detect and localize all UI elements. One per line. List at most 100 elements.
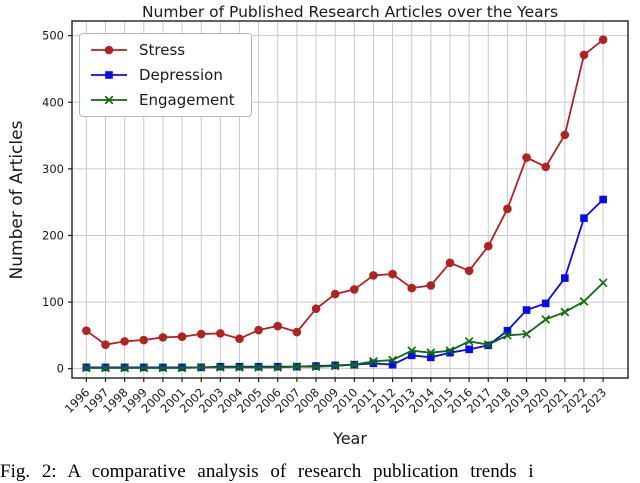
data-point-marker [560, 307, 570, 317]
legend-item-stress[interactable]: Stress [89, 41, 235, 59]
svg-text:0: 0 [57, 362, 64, 376]
series-line [86, 198, 604, 369]
data-point-marker [522, 153, 531, 162]
data-point-marker [599, 195, 607, 204]
data-point-marker [311, 362, 321, 372]
svg-text:500: 500 [42, 29, 64, 43]
data-point-marker [369, 271, 378, 280]
x-axis-label: Year [333, 429, 367, 448]
data-point-marker [215, 362, 225, 372]
data-point-marker [407, 346, 417, 356]
data-point-marker [427, 353, 435, 362]
data-point-marker [483, 340, 493, 350]
data-point-marker [350, 285, 359, 294]
data-point-marker [196, 362, 206, 372]
data-point-marker [522, 306, 531, 314]
data-point-marker [541, 314, 551, 324]
data-point-marker [158, 363, 168, 373]
data-point-marker [388, 269, 397, 279]
data-point-marker [139, 363, 149, 373]
data-point-marker [560, 130, 570, 140]
data-point-marker [82, 326, 91, 336]
data-point-marker [541, 299, 550, 308]
grid-lines [72, 21, 628, 378]
data-point-marker [330, 361, 340, 371]
data-point-marker [388, 360, 397, 369]
legend-label: Stress [139, 41, 186, 59]
axes-frame [71, 20, 629, 379]
svg-text:200: 200 [42, 228, 64, 242]
legend-circle-marker-icon [91, 45, 127, 55]
svg-text:400: 400 [42, 95, 64, 109]
data-point-marker [483, 241, 493, 251]
data-point-marker [177, 363, 187, 373]
series-line [85, 38, 604, 346]
y-tick-labels: 0 100 200 300 400 500 [42, 29, 64, 376]
series-stress [82, 35, 608, 349]
axis-ticks [68, 35, 604, 382]
data-point-marker [598, 278, 608, 288]
data-point-marker [292, 362, 302, 372]
data-point-marker [81, 363, 91, 373]
data-point-marker [522, 329, 531, 339]
series-engagement [81, 278, 608, 373]
data-point-marker [580, 214, 588, 222]
data-point-marker [101, 363, 110, 373]
legend-x-marker-icon [91, 95, 127, 105]
data-point-marker [446, 348, 454, 357]
data-point-marker [273, 321, 283, 331]
series-line [86, 282, 604, 369]
data-point-marker [426, 348, 436, 358]
data-point-marker [235, 334, 244, 344]
data-point-marker [445, 346, 455, 356]
data-point-marker [101, 340, 110, 349]
data-point-marker [196, 329, 206, 339]
data-point-marker [561, 274, 569, 282]
data-point-marker [541, 162, 551, 172]
data-point-marker [139, 335, 149, 345]
data-point-marker [369, 359, 378, 368]
svg-text:100: 100 [42, 295, 64, 309]
data-point-marker [464, 336, 474, 346]
data-point-marker [503, 204, 512, 214]
data-point-marker [254, 325, 263, 335]
data-point-marker [445, 258, 455, 268]
series-depression [82, 195, 607, 372]
legend-label: Depression [139, 66, 223, 84]
chart-title: Number of Published Research Articles ov… [141, 3, 559, 21]
data-point-marker [311, 304, 321, 314]
data-point-marker [216, 329, 225, 338]
legend-square-marker-icon [91, 71, 127, 79]
legend-item-engagement[interactable]: Engagement [89, 91, 235, 109]
data-point-marker [579, 297, 589, 306]
data-point-marker [503, 326, 512, 335]
data-point-marker [273, 362, 283, 372]
data-point-marker [465, 345, 473, 354]
data-point-marker [254, 362, 264, 372]
data-point-marker [503, 330, 512, 340]
data-point-marker [349, 360, 359, 370]
data-point-marker [292, 327, 302, 337]
data-point-marker [369, 356, 378, 366]
plot-canvas: 0 100 200 300 400 500 199619971998199920002001… [42, 20, 629, 416]
data-point-marker [407, 351, 416, 360]
data-point-marker [120, 363, 130, 373]
data-point-marker [579, 50, 589, 60]
data-point-marker [158, 333, 168, 342]
legend-label: Engagement [139, 91, 235, 109]
svg-text:300: 300 [42, 162, 64, 176]
data-point-marker [426, 281, 436, 290]
data-point-marker [120, 337, 129, 346]
legend: Stress Depression Engagement [79, 33, 252, 117]
data-point-marker [598, 35, 608, 44]
data-point-marker [330, 289, 340, 299]
data-point-marker [407, 283, 417, 293]
data-point-marker [177, 332, 187, 342]
figure-caption: Fig. 2: A comparative analysis of resear… [0, 461, 534, 482]
data-point-marker [235, 362, 244, 372]
legend-item-depression[interactable]: Depression [89, 66, 235, 84]
data-point-marker [464, 266, 474, 276]
x-tick-labels: 1996199719981999200020012002200320042005… [62, 385, 609, 416]
data-point-marker [388, 355, 397, 365]
